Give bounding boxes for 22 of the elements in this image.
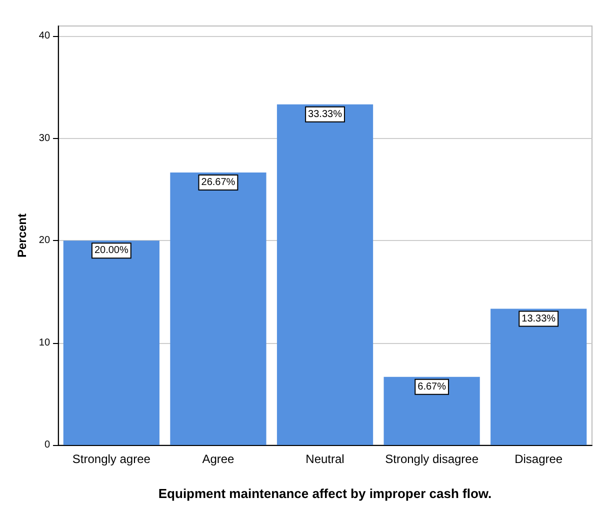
x-axis-title: Equipment maintenance affect by improper cash flow. bbox=[158, 486, 492, 501]
y-tick-label: 40 bbox=[38, 30, 50, 42]
y-tick-label: 20 bbox=[38, 235, 50, 246]
x-tick-label: Strongly agree bbox=[72, 452, 151, 466]
bar bbox=[170, 172, 266, 445]
x-tick-label: Disagree bbox=[514, 452, 563, 466]
y-tick-label: 10 bbox=[38, 337, 50, 348]
y-tick-label: 0 bbox=[44, 440, 50, 450]
bar bbox=[490, 308, 587, 445]
x-tick-label: Neutral bbox=[306, 452, 344, 466]
data-label: 20.00% bbox=[94, 245, 128, 256]
data-label: 33.33% bbox=[308, 108, 342, 120]
bar bbox=[384, 376, 480, 445]
x-tick-label: Agree bbox=[202, 452, 235, 466]
x-tick-label: Strongly disagree bbox=[385, 452, 479, 466]
bar bbox=[63, 240, 160, 445]
data-label: 13.33% bbox=[522, 313, 556, 324]
bar bbox=[276, 104, 374, 445]
data-label: 26.67% bbox=[201, 176, 236, 188]
data-label: 6.67% bbox=[418, 381, 446, 392]
y-tick-label: 30 bbox=[38, 132, 50, 144]
y-axis-title: Percent bbox=[15, 213, 29, 258]
